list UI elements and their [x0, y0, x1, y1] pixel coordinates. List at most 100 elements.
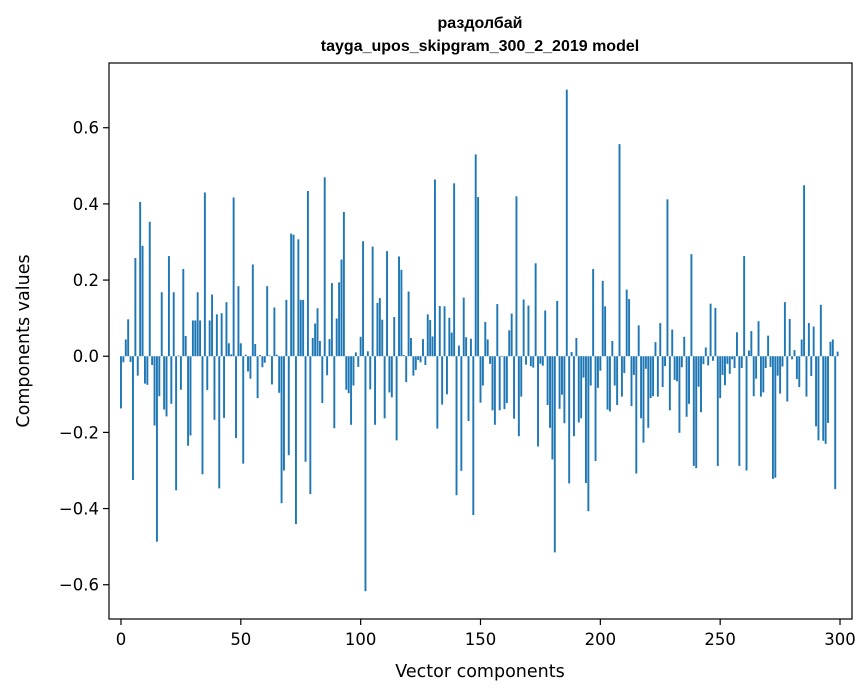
bar	[577, 356, 580, 423]
bar	[501, 355, 504, 357]
bar	[362, 241, 365, 357]
bar	[664, 356, 667, 367]
bar	[203, 192, 206, 357]
bar	[306, 190, 309, 357]
bar	[225, 302, 228, 357]
bar	[347, 356, 350, 394]
bar	[333, 356, 336, 429]
bar	[640, 356, 643, 419]
bar	[340, 259, 343, 357]
bar	[736, 332, 738, 357]
y-tick-label: 0.0	[73, 347, 99, 366]
bar	[254, 344, 257, 357]
bar	[280, 356, 283, 504]
bar	[323, 177, 326, 357]
bar	[714, 307, 717, 357]
bar	[594, 356, 597, 461]
y-tick-label: −0.6	[59, 576, 99, 595]
bar	[124, 339, 127, 357]
bar	[450, 332, 453, 357]
bar	[223, 356, 226, 418]
bar	[366, 351, 369, 357]
bar	[179, 356, 182, 390]
bar	[218, 356, 221, 489]
bar	[191, 320, 194, 357]
bar	[139, 202, 142, 357]
bar	[829, 341, 832, 357]
bar	[553, 356, 556, 553]
bar	[616, 356, 619, 405]
bar	[529, 356, 532, 367]
bar	[263, 356, 266, 363]
bar	[290, 233, 293, 357]
bar	[299, 299, 302, 357]
bar	[316, 308, 319, 357]
bar	[410, 337, 412, 357]
bar	[345, 356, 348, 390]
bar	[700, 356, 702, 413]
bar	[568, 356, 571, 484]
bar	[819, 304, 822, 357]
bar	[539, 356, 542, 364]
bar	[249, 356, 252, 379]
bar	[716, 356, 719, 466]
bar	[755, 356, 758, 379]
bar	[561, 356, 563, 395]
bar	[515, 196, 518, 357]
bar	[702, 356, 705, 365]
bar	[683, 336, 686, 357]
bar	[481, 356, 484, 386]
bar	[611, 341, 614, 357]
bar	[618, 144, 621, 357]
bar	[637, 325, 640, 357]
bar	[405, 356, 408, 383]
bar	[798, 356, 801, 388]
bar	[836, 351, 839, 357]
bar	[237, 286, 240, 357]
bar	[815, 356, 818, 427]
y-axis-ticks: −0.6 −0.4 −0.2 0.0 0.2 0.4 0.6	[59, 119, 109, 595]
bar	[510, 313, 513, 357]
bar	[422, 339, 424, 357]
bar	[278, 356, 281, 393]
bar	[311, 337, 314, 357]
bar	[556, 301, 559, 357]
bar	[247, 356, 249, 372]
bar	[508, 330, 511, 357]
y-tick-label: −0.2	[59, 423, 99, 442]
bar	[759, 356, 762, 397]
bar	[208, 320, 211, 357]
bar	[676, 356, 678, 382]
bar	[517, 356, 520, 437]
bar	[158, 356, 161, 397]
bar	[469, 338, 472, 357]
bar	[551, 356, 554, 460]
bar	[134, 257, 137, 357]
bar	[220, 313, 223, 357]
bar	[486, 339, 489, 357]
x-axis-label: Vector components	[395, 662, 564, 682]
bar	[443, 306, 446, 357]
bar	[477, 197, 480, 357]
bar	[774, 356, 777, 478]
bar	[728, 356, 731, 374]
bar	[558, 356, 561, 409]
bar	[283, 356, 285, 471]
bar	[589, 356, 592, 386]
bar	[733, 356, 736, 369]
bar	[695, 356, 698, 469]
bar	[668, 356, 671, 411]
x-tick-label: 250	[704, 630, 736, 649]
bar	[386, 251, 388, 357]
bar	[318, 341, 321, 357]
bar	[721, 356, 724, 375]
x-axis-ticks: 0 50 100 150 200 250 300	[116, 619, 856, 649]
bar	[680, 356, 683, 368]
bar	[656, 356, 659, 397]
bar	[738, 356, 741, 466]
bar	[563, 356, 566, 424]
bar	[527, 305, 530, 357]
bar	[455, 356, 458, 496]
bar	[292, 234, 295, 357]
